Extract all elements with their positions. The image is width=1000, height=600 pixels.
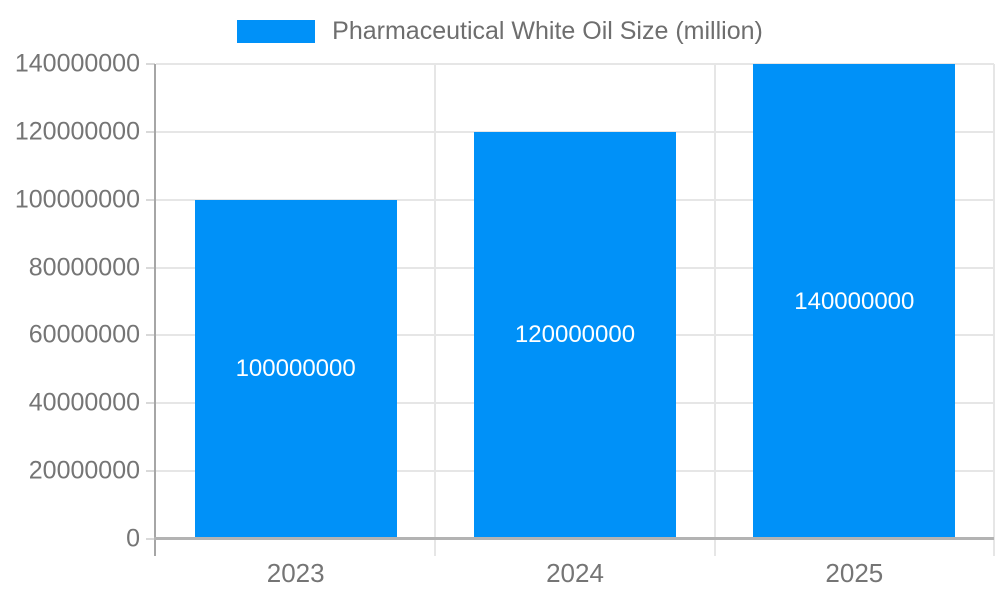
y-axis-line bbox=[154, 64, 156, 556]
gridline-horizontal bbox=[156, 63, 994, 65]
bar-2025[interactable]: 140000000 bbox=[753, 64, 956, 539]
y-axis-tick-label: 80000000 bbox=[28, 253, 140, 282]
legend-label: Pharmaceutical White Oil Size (million) bbox=[332, 17, 763, 45]
legend-swatch bbox=[237, 19, 316, 43]
y-axis-tick-label: 120000000 bbox=[14, 117, 140, 146]
y-axis-tick-label: 100000000 bbox=[14, 185, 140, 214]
y-axis-tick bbox=[146, 198, 155, 201]
y-axis-tick-label: 0 bbox=[126, 524, 140, 553]
legend[interactable]: Pharmaceutical White Oil Size (million) bbox=[0, 16, 1000, 46]
y-axis-tick bbox=[146, 538, 155, 540]
x-axis-tick-label: 2024 bbox=[546, 558, 604, 588]
y-axis-tick bbox=[146, 266, 155, 269]
y-axis-tick bbox=[146, 63, 155, 65]
y-axis-tick-label: 20000000 bbox=[28, 456, 140, 485]
x-axis-tick-label: 2025 bbox=[825, 558, 884, 588]
bar-2023[interactable]: 100000000 bbox=[194, 199, 397, 539]
bar-2024[interactable]: 120000000 bbox=[474, 131, 676, 539]
x-axis-tick-label: 2023 bbox=[266, 558, 325, 588]
y-axis-tick-label: 60000000 bbox=[28, 320, 140, 349]
y-axis-tick bbox=[146, 130, 155, 133]
bar-value-label: 140000000 bbox=[794, 287, 915, 315]
y-axis-tick bbox=[146, 334, 155, 337]
x-axis-line bbox=[154, 537, 994, 540]
y-axis-tick bbox=[146, 470, 155, 473]
y-axis-tick-label: 140000000 bbox=[14, 49, 140, 78]
y-axis-tick-label: 40000000 bbox=[28, 388, 140, 417]
gridline-vertical bbox=[993, 64, 995, 556]
bar-value-label: 100000000 bbox=[235, 355, 356, 383]
bar-value-label: 120000000 bbox=[514, 321, 636, 349]
gridline-vertical bbox=[434, 64, 437, 556]
y-axis-tick bbox=[146, 402, 155, 405]
gridline-vertical bbox=[713, 64, 716, 556]
